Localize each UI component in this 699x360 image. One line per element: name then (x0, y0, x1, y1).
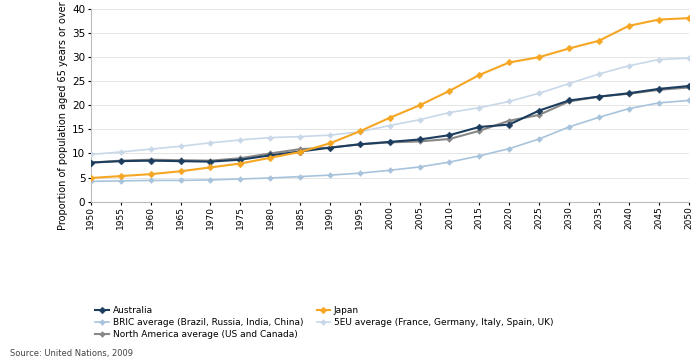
Y-axis label: Proportion of population aged 65 years or over (%): Proportion of population aged 65 years o… (58, 0, 68, 230)
Legend: Australia, BRIC average (Brazil, Russia, India, China), North America average (U: Australia, BRIC average (Brazil, Russia,… (95, 306, 553, 339)
Text: Source: United Nations, 2009: Source: United Nations, 2009 (10, 349, 134, 358)
